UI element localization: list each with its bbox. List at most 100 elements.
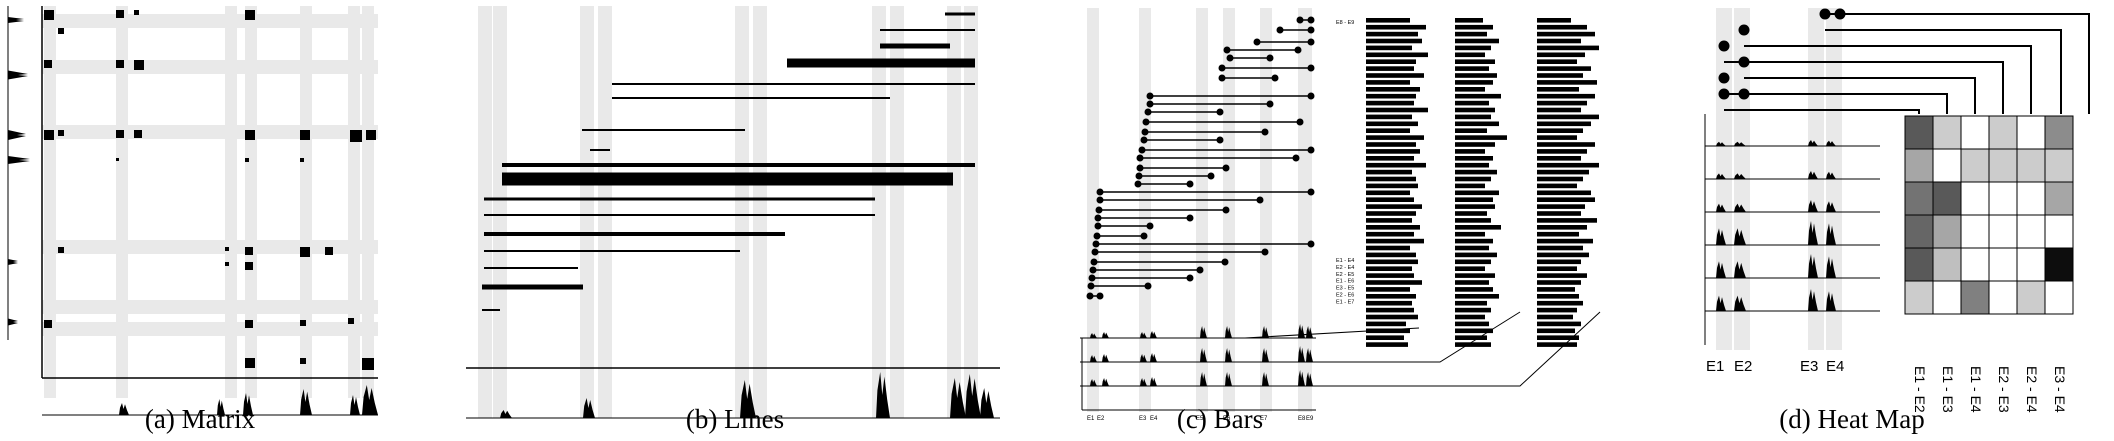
ratio-bar [1366, 307, 1414, 313]
hook-connector [1744, 45, 2032, 114]
coverage-peak [1306, 372, 1313, 386]
coverage-peak [243, 393, 253, 415]
heatmap-cell [1904, 181, 1934, 216]
track-label: E6 [1223, 416, 1231, 422]
ratio-bar [1455, 328, 1493, 334]
ratio-bar [1537, 80, 1597, 85]
ratio-bar [1455, 252, 1497, 258]
side-coverage-peak [8, 156, 30, 164]
heatmap-cell [2044, 181, 2074, 216]
heatmap-cell [2044, 214, 2074, 249]
coverage-peak [1716, 173, 1726, 179]
matrix-cell [116, 130, 124, 138]
junction-dot [1146, 100, 1154, 108]
coverage-peak [1102, 378, 1109, 386]
ratio-bar [1366, 52, 1428, 58]
ratio-bar [1366, 128, 1410, 133]
heatmap-cell [1904, 115, 1934, 150]
ratio-bar [1455, 169, 1497, 175]
junction-dot [1135, 172, 1143, 180]
ratio-bar [1366, 266, 1412, 271]
coverage-peak [1225, 348, 1232, 362]
heatmap-cell [2044, 247, 2074, 282]
exon-band [1087, 8, 1099, 412]
ratio-bar [1455, 176, 1491, 182]
ratio-bar [1366, 135, 1424, 140]
ratio-bar [1366, 142, 1416, 147]
hook-connector [1744, 77, 1976, 114]
heatmap-cell [1932, 280, 1962, 315]
heatmap-cell [1988, 214, 2018, 249]
coverage-peak [1826, 223, 1836, 245]
ratio-bar [1455, 80, 1493, 85]
matrix-cell [134, 60, 144, 70]
ratio-bar [1366, 321, 1406, 327]
coverage-peak [740, 380, 756, 418]
ratio-bar [1366, 100, 1414, 106]
ratio-bar [1537, 183, 1577, 189]
side-coverage-peak [8, 70, 28, 80]
ratio-bar [1366, 218, 1412, 223]
matrix-cell [245, 320, 253, 328]
heatmap-column-label: E1 - E2 [1912, 366, 1928, 413]
ratio-bar [1366, 273, 1414, 278]
exon-band [890, 6, 904, 418]
heatmap-cell [2044, 115, 2074, 150]
coverage-peak [1716, 203, 1726, 212]
coverage-peak [1826, 140, 1836, 146]
ratio-bar [1455, 93, 1501, 99]
coverage-peak [1716, 295, 1726, 311]
ratio-bar [1455, 142, 1495, 147]
heatmap-cell [2016, 214, 2046, 249]
junction-dot [1307, 240, 1315, 248]
ratio-bar [1537, 107, 1581, 113]
coverage-peak [1102, 332, 1109, 338]
heatmap-cell [1932, 247, 1962, 282]
ratio-bar [1366, 176, 1416, 182]
ratio-bar [1366, 59, 1416, 64]
ratio-bar [1366, 87, 1420, 92]
coverage-peak [1150, 331, 1157, 338]
junction-dot [1134, 180, 1142, 188]
matrix-cell [58, 28, 64, 34]
matrix-cell [300, 130, 310, 140]
ratio-bar [1366, 18, 1410, 23]
heatmap-cell [1932, 214, 1962, 249]
junction-dot [1096, 196, 1104, 204]
ratio-bar [1537, 114, 1599, 120]
ratio-bar [1366, 114, 1412, 120]
ratio-bar [1455, 107, 1495, 113]
heatmap-cell [1932, 181, 1962, 216]
coverage-peak [217, 399, 225, 415]
matrix-cell [44, 320, 52, 328]
junction-dot [1253, 38, 1261, 46]
coverage-peak [1808, 289, 1818, 311]
bar-row-label: E2 - E5 [1336, 272, 1354, 278]
coverage-peak [1734, 173, 1746, 179]
ratio-bar [1366, 107, 1428, 113]
junction-dot [1096, 292, 1104, 300]
ratio-bar [1455, 135, 1507, 140]
heatmap-cell [2016, 115, 2046, 150]
exon-band [598, 6, 612, 418]
junction-dot [1207, 172, 1215, 180]
matrix-cell [348, 318, 354, 324]
matrix-cell [300, 158, 304, 162]
heatmap-column-label: E2 - E3 [1996, 366, 2012, 413]
coverage-peak [1298, 324, 1305, 338]
ratio-bar [1537, 128, 1583, 133]
coverage-peak [1150, 377, 1157, 386]
junction-dot [1186, 274, 1194, 282]
junction-dot [1307, 38, 1315, 46]
junction-dot [1092, 240, 1100, 248]
heatmap-cell [2016, 247, 2046, 282]
coverage-peak [500, 410, 512, 418]
ratio-bar [1455, 287, 1493, 292]
ratio-bar [1366, 169, 1412, 175]
side-coverage-peak [8, 259, 18, 265]
matrix-cell [325, 247, 333, 255]
matrix-cell [245, 130, 255, 140]
junction-dot [1223, 46, 1231, 54]
junction-dot [1296, 118, 1304, 126]
